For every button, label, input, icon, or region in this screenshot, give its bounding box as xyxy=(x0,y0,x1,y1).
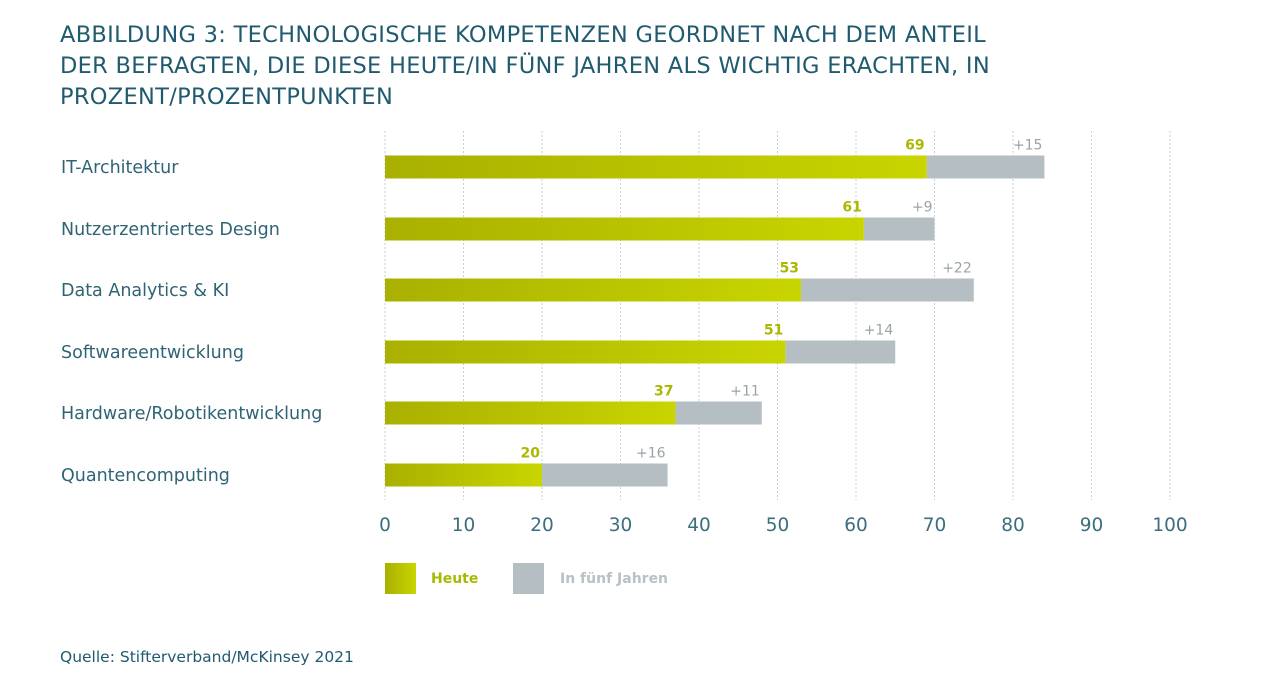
category-label: IT-Architektur xyxy=(61,158,179,178)
bar-future xyxy=(863,217,935,241)
bar-future xyxy=(542,463,668,487)
x-tick-label: 30 xyxy=(609,515,633,536)
source-note: Quelle: Stifterverband/McKinsey 2021 xyxy=(60,648,354,666)
bars xyxy=(385,155,1045,487)
title-line-3: PROZENT/PROZENTPUNKTEN xyxy=(60,84,394,110)
labels: IT-Architektur 69 +15 Nutzerzentriertes Des… xyxy=(61,138,1042,487)
bar-future xyxy=(785,340,896,364)
value-label-future: +9 xyxy=(912,200,933,216)
legend-swatch-heute xyxy=(385,563,416,594)
x-tick-label: 100 xyxy=(1152,515,1187,536)
title-line-2: DER BEFRAGTEN, DIE DIESE HEUTE/IN FÜNF J… xyxy=(60,53,990,79)
chart-title: ABBILDUNG 3: TECHNOLOGISCHE KOMPETENZEN … xyxy=(60,20,1060,113)
legend: Heute In fünf Jahren xyxy=(385,563,668,594)
bar-future xyxy=(926,155,1045,179)
value-label-future: +22 xyxy=(942,261,972,277)
bar-heute xyxy=(385,278,802,302)
title-line-1: ABBILDUNG 3: TECHNOLOGISCHE KOMPETENZEN … xyxy=(60,22,986,48)
category-label: Data Analytics & KI xyxy=(61,281,229,301)
bar-heute xyxy=(385,401,676,425)
bar-future xyxy=(675,401,762,425)
legend-label-heute: Heute xyxy=(431,571,478,587)
value-label-future: +15 xyxy=(1013,138,1043,154)
category-label: Hardware/Robotikentwicklung xyxy=(61,404,322,424)
value-label-future: +14 xyxy=(864,323,894,339)
value-label-heute: 51 xyxy=(764,323,783,339)
x-tick-label: 90 xyxy=(1080,515,1104,536)
value-label-heute: 61 xyxy=(842,200,861,216)
category-label: Quantencomputing xyxy=(61,466,230,486)
gridlines xyxy=(384,131,1171,500)
x-tick-label: 50 xyxy=(766,515,790,536)
category-label: Nutzerzentriertes Design xyxy=(61,220,280,240)
x-axis-ticks: 0 10 20 30 40 50 60 70 80 90 100 xyxy=(379,515,1188,536)
value-label-heute: 53 xyxy=(780,261,799,277)
x-tick-label: 20 xyxy=(530,515,554,536)
x-tick-label: 70 xyxy=(923,515,947,536)
legend-swatch-future xyxy=(513,563,544,594)
x-tick-label: 80 xyxy=(1001,515,1025,536)
bar-heute xyxy=(385,463,542,487)
value-label-heute: 69 xyxy=(905,138,924,154)
bar-future xyxy=(801,278,974,302)
bar-heute xyxy=(385,217,864,241)
value-label-heute: 20 xyxy=(521,446,541,462)
x-tick-label: 0 xyxy=(379,515,391,536)
value-label-future: +16 xyxy=(636,446,666,462)
value-label-future: +11 xyxy=(730,384,760,400)
bar-heute xyxy=(385,155,927,179)
x-tick-label: 60 xyxy=(844,515,868,536)
category-label: Softwareentwicklung xyxy=(61,343,244,363)
x-tick-label: 40 xyxy=(687,515,711,536)
bar-heute xyxy=(385,340,786,364)
legend-label-future: In fünf Jahren xyxy=(560,571,668,587)
value-label-heute: 37 xyxy=(654,384,673,400)
x-tick-label: 10 xyxy=(452,515,476,536)
